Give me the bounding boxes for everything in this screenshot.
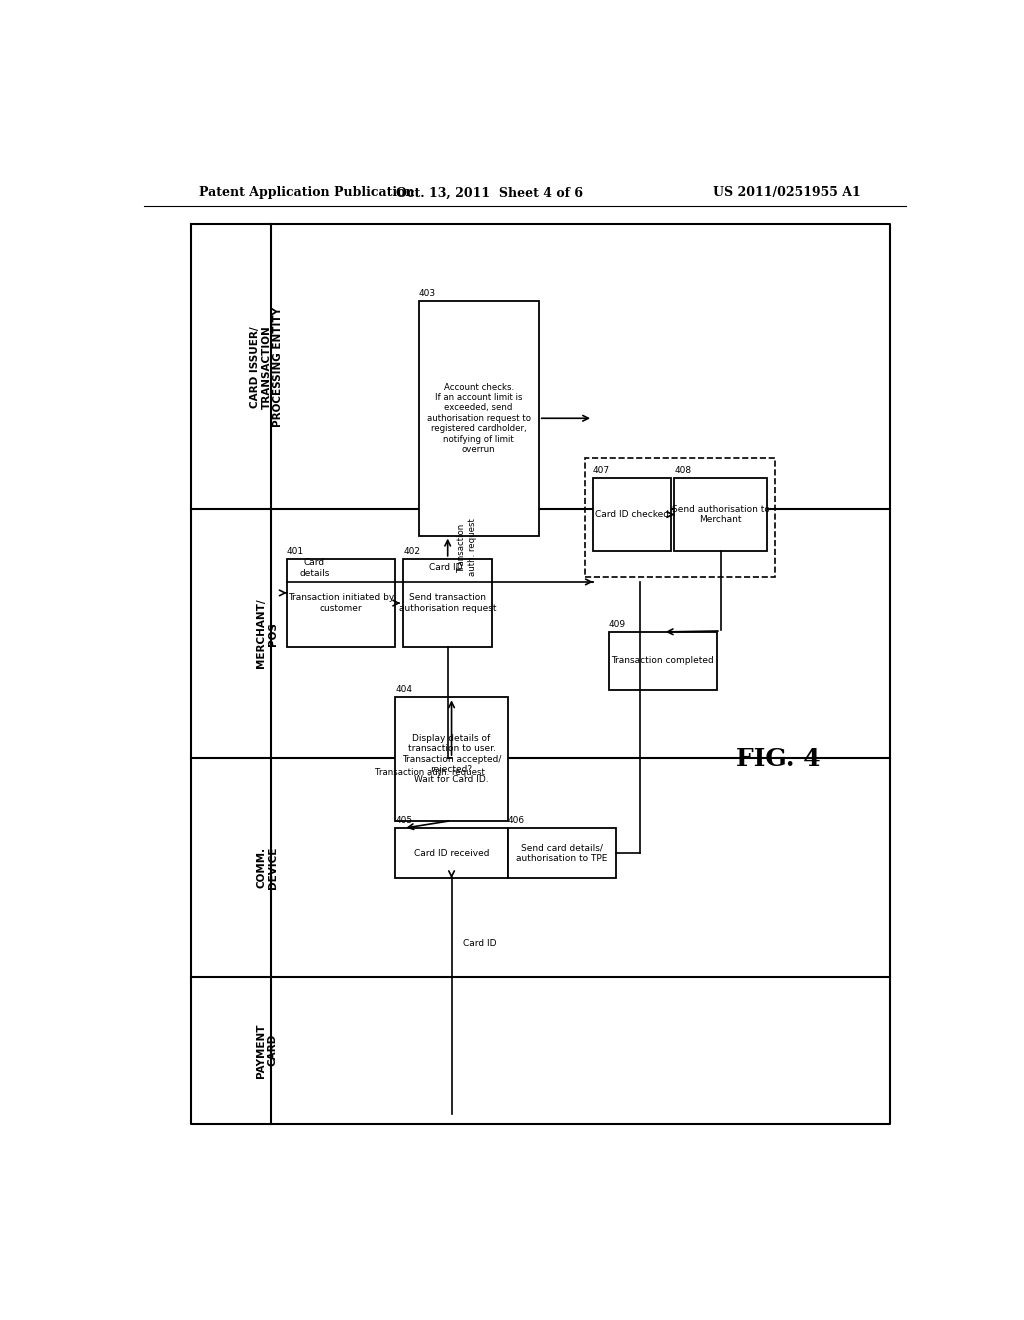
Text: 406: 406 [508,816,525,825]
Text: Send transaction
authorisation request: Send transaction authorisation request [399,594,497,612]
Text: US 2011/0251955 A1: US 2011/0251955 A1 [713,186,860,199]
FancyBboxPatch shape [675,478,767,552]
Text: 407: 407 [593,466,610,475]
Text: 402: 402 [403,546,420,556]
Text: Account checks.
If an account limit is
exceeded, send
authorisation request to
r: Account checks. If an account limit is e… [427,383,530,454]
Text: 403: 403 [419,289,436,298]
FancyBboxPatch shape [593,478,671,552]
Text: Card ID checked: Card ID checked [595,510,669,519]
Text: Transaction
auth. request: Transaction auth. request [457,519,476,577]
Text: 404: 404 [395,685,413,694]
Text: Card ID: Card ID [429,562,462,572]
Text: Send authorisation to
Merchant: Send authorisation to Merchant [672,504,770,524]
Text: 401: 401 [287,546,304,556]
Text: 409: 409 [608,620,626,628]
Text: FIG. 4: FIG. 4 [736,747,821,771]
Text: Patent Application Publication: Patent Application Publication [200,186,415,199]
Text: Card ID received: Card ID received [414,849,489,858]
Text: Transaction completed: Transaction completed [611,656,714,665]
Text: Transaction initiated by
customer: Transaction initiated by customer [288,594,394,612]
FancyBboxPatch shape [395,829,508,878]
FancyBboxPatch shape [419,301,539,536]
Text: COMM.
DEVICE: COMM. DEVICE [256,846,278,888]
FancyBboxPatch shape [608,632,717,689]
FancyBboxPatch shape [403,558,493,647]
Text: Card ID: Card ID [464,940,497,948]
Text: MERCHANT/
POS: MERCHANT/ POS [256,599,278,668]
Text: 405: 405 [395,816,413,825]
Text: Transaction auth. request: Transaction auth. request [375,768,484,777]
Text: Send card details/
authorisation to TPE: Send card details/ authorisation to TPE [516,843,607,863]
Text: 408: 408 [675,466,691,475]
Text: Display details of
transaction to user.
Transaction accepted/
rejected?
Wait for: Display details of transaction to user. … [401,734,502,784]
FancyBboxPatch shape [287,558,395,647]
Text: Card
details: Card details [299,558,330,578]
Text: Oct. 13, 2011  Sheet 4 of 6: Oct. 13, 2011 Sheet 4 of 6 [395,186,583,199]
Text: PAYMENT
CARD: PAYMENT CARD [256,1023,278,1077]
FancyBboxPatch shape [508,829,616,878]
FancyBboxPatch shape [395,697,508,821]
Text: CARD ISSUER/
TRANSACTION
PROCESSING ENTITY: CARD ISSUER/ TRANSACTION PROCESSING ENTI… [250,306,284,426]
